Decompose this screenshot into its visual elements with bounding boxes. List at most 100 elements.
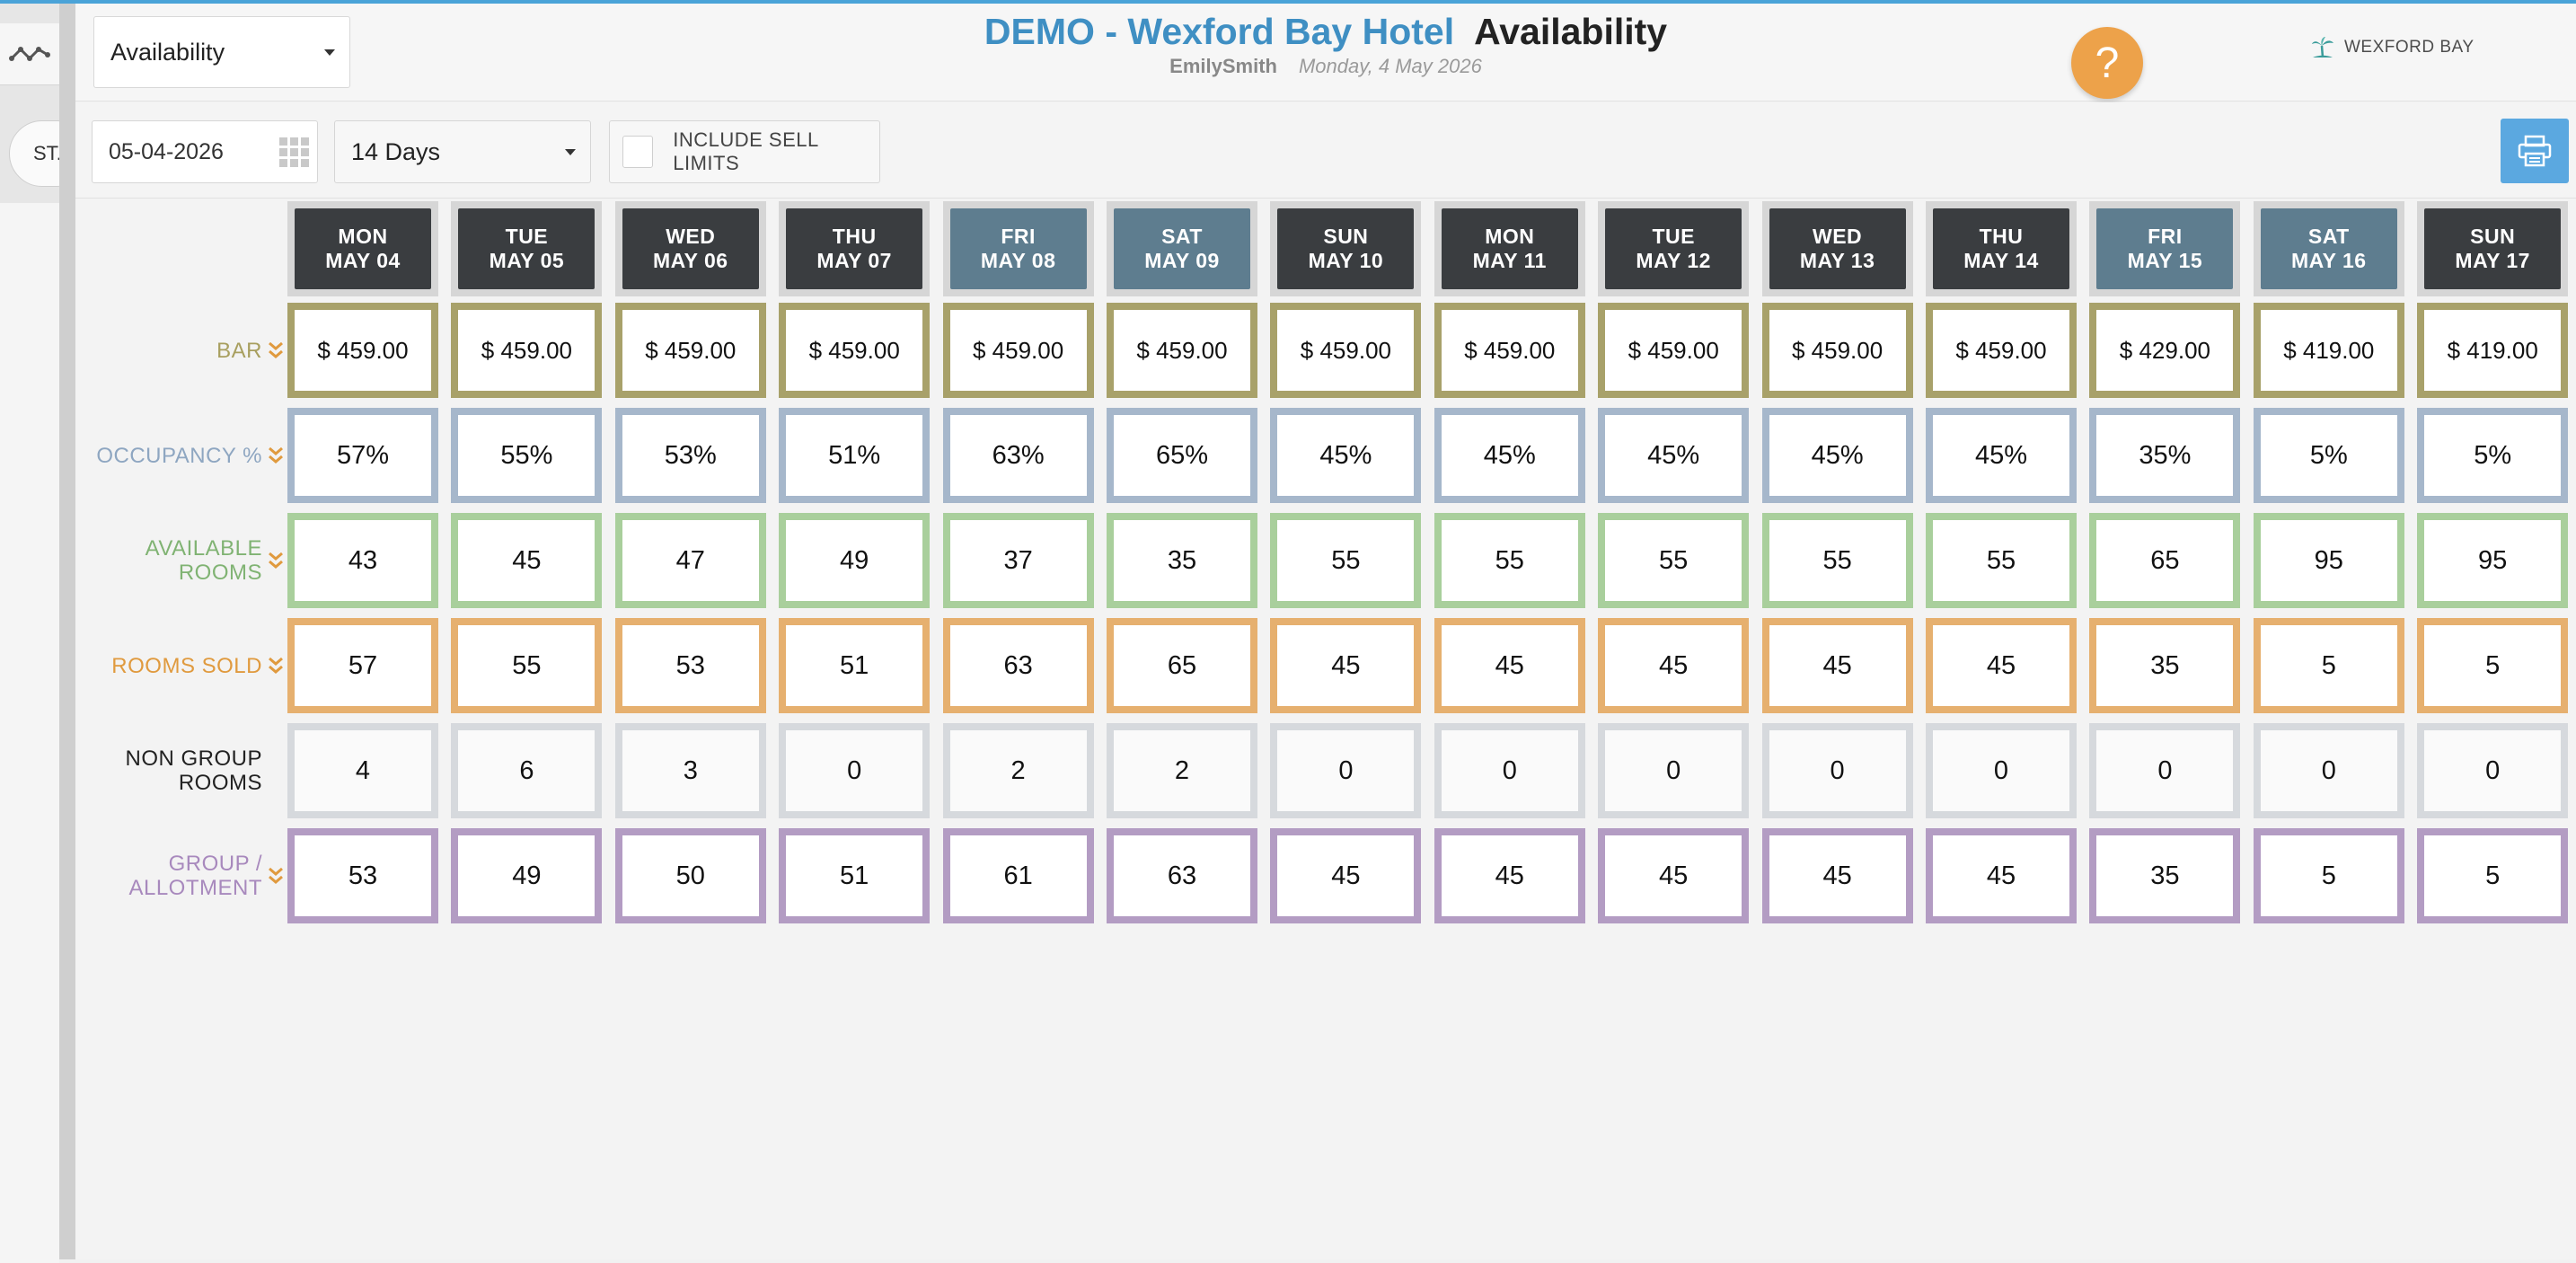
cell-nongroup[interactable]: 0: [1926, 723, 2077, 818]
start-date-input[interactable]: 05-04-2026: [92, 120, 318, 183]
cell-group[interactable]: 45: [1434, 828, 1585, 923]
cell-nongroup[interactable]: 0: [1270, 723, 1422, 818]
cell-group[interactable]: 45: [1926, 828, 2077, 923]
cell-avail[interactable]: 65: [2089, 513, 2241, 608]
help-button[interactable]: ?: [2071, 27, 2143, 99]
double-chevron-down-icon[interactable]: [268, 446, 284, 465]
cell-avail[interactable]: 35: [1107, 513, 1257, 608]
cell-nongroup[interactable]: 0: [1761, 723, 1913, 818]
cell-bar[interactable]: $ 459.00: [1598, 303, 1750, 398]
cell-occ[interactable]: 5%: [2417, 408, 2569, 503]
cell-sold[interactable]: 57: [287, 618, 438, 713]
cell-avail[interactable]: 55: [1761, 513, 1913, 608]
cell-nongroup[interactable]: 0: [2089, 723, 2241, 818]
day-header[interactable]: SUN MAY 17: [2417, 201, 2569, 296]
cell-group[interactable]: 45: [1761, 828, 1913, 923]
cell-group[interactable]: 45: [1598, 828, 1750, 923]
cell-occ[interactable]: 55%: [451, 408, 603, 503]
row-label-sold[interactable]: ROOMS SOLD: [75, 618, 284, 713]
cell-sold[interactable]: 65: [1107, 618, 1257, 713]
cell-avail[interactable]: 45: [451, 513, 603, 608]
cell-occ[interactable]: 45%: [1434, 408, 1585, 503]
row-label-avail[interactable]: AVAILABLE ROOMS: [75, 513, 284, 608]
cell-avail[interactable]: 55: [1598, 513, 1750, 608]
cell-group[interactable]: 45: [1270, 828, 1422, 923]
cell-bar[interactable]: $ 459.00: [1761, 303, 1913, 398]
day-header[interactable]: SAT MAY 09: [1107, 201, 1257, 296]
row-label-occ[interactable]: OCCUPANCY %: [75, 408, 284, 503]
cell-occ[interactable]: 45%: [1761, 408, 1913, 503]
rail-tab-trend[interactable]: [0, 23, 60, 85]
cell-group[interactable]: 50: [614, 828, 766, 923]
sell-limits-checkbox[interactable]: [622, 136, 654, 168]
cell-nongroup[interactable]: 0: [1434, 723, 1585, 818]
cell-occ[interactable]: 57%: [287, 408, 438, 503]
cell-avail[interactable]: 55: [1434, 513, 1585, 608]
cell-sold[interactable]: 45: [1434, 618, 1585, 713]
cell-sold[interactable]: 53: [614, 618, 766, 713]
cell-bar[interactable]: $ 459.00: [1434, 303, 1585, 398]
cell-group[interactable]: 53: [287, 828, 438, 923]
cell-sold[interactable]: 63: [942, 618, 1094, 713]
cell-avail[interactable]: 49: [779, 513, 931, 608]
day-header[interactable]: THU MAY 07: [779, 201, 931, 296]
cell-bar[interactable]: $ 459.00: [287, 303, 438, 398]
cell-group[interactable]: 51: [779, 828, 931, 923]
view-select[interactable]: Availability: [93, 16, 350, 88]
double-chevron-down-icon[interactable]: [268, 340, 284, 360]
cell-bar[interactable]: $ 419.00: [2417, 303, 2569, 398]
cell-nongroup[interactable]: 0: [2253, 723, 2404, 818]
day-header[interactable]: FRI MAY 08: [942, 201, 1094, 296]
day-header[interactable]: TUE MAY 12: [1598, 201, 1750, 296]
cell-avail[interactable]: 95: [2253, 513, 2404, 608]
day-header[interactable]: WED MAY 13: [1761, 201, 1913, 296]
cell-nongroup[interactable]: 2: [942, 723, 1094, 818]
cell-avail[interactable]: 43: [287, 513, 438, 608]
day-header[interactable]: MON MAY 11: [1434, 201, 1585, 296]
cell-sold[interactable]: 5: [2253, 618, 2404, 713]
day-header[interactable]: THU MAY 14: [1926, 201, 2077, 296]
day-header[interactable]: SAT MAY 16: [2253, 201, 2404, 296]
cell-occ[interactable]: 5%: [2253, 408, 2404, 503]
cell-occ[interactable]: 65%: [1107, 408, 1257, 503]
days-range-select[interactable]: 14 Days: [334, 120, 591, 183]
cell-group[interactable]: 49: [451, 828, 603, 923]
cell-sold[interactable]: 5: [2417, 618, 2569, 713]
cell-group[interactable]: 5: [2253, 828, 2404, 923]
cell-bar[interactable]: $ 459.00: [614, 303, 766, 398]
cell-occ[interactable]: 45%: [1598, 408, 1750, 503]
day-header[interactable]: TUE MAY 05: [451, 201, 603, 296]
cell-occ[interactable]: 45%: [1926, 408, 2077, 503]
day-header[interactable]: MON MAY 04: [287, 201, 438, 296]
day-header[interactable]: WED MAY 06: [614, 201, 766, 296]
double-chevron-down-icon[interactable]: [268, 866, 284, 886]
cell-group[interactable]: 61: [942, 828, 1094, 923]
cell-nongroup[interactable]: 0: [2417, 723, 2569, 818]
cell-occ[interactable]: 35%: [2089, 408, 2241, 503]
cell-bar[interactable]: $ 429.00: [2089, 303, 2241, 398]
cell-sold[interactable]: 55: [451, 618, 603, 713]
double-chevron-down-icon[interactable]: [268, 551, 284, 570]
print-button[interactable]: [2501, 119, 2569, 183]
cell-avail[interactable]: 95: [2417, 513, 2569, 608]
cell-avail[interactable]: 55: [1270, 513, 1422, 608]
include-sell-limits-toggle[interactable]: INCLUDE SELL LIMITS: [609, 120, 880, 183]
cell-group[interactable]: 35: [2089, 828, 2241, 923]
double-chevron-down-icon[interactable]: [268, 656, 284, 676]
day-header[interactable]: FRI MAY 15: [2089, 201, 2241, 296]
cell-bar[interactable]: $ 419.00: [2253, 303, 2404, 398]
row-label-group[interactable]: GROUP / ALLOTMENT: [75, 828, 284, 923]
cell-nongroup[interactable]: 3: [614, 723, 766, 818]
cell-sold[interactable]: 45: [1926, 618, 2077, 713]
cell-occ[interactable]: 63%: [942, 408, 1094, 503]
cell-sold[interactable]: 45: [1598, 618, 1750, 713]
cell-occ[interactable]: 53%: [614, 408, 766, 503]
cell-group[interactable]: 63: [1107, 828, 1257, 923]
grid-calendar-icon[interactable]: [278, 136, 312, 170]
cell-avail[interactable]: 37: [942, 513, 1094, 608]
cell-group[interactable]: 5: [2417, 828, 2569, 923]
cell-nongroup[interactable]: 0: [779, 723, 931, 818]
cell-nongroup[interactable]: 2: [1107, 723, 1257, 818]
row-label-bar[interactable]: BAR: [75, 303, 284, 398]
cell-occ[interactable]: 51%: [779, 408, 931, 503]
